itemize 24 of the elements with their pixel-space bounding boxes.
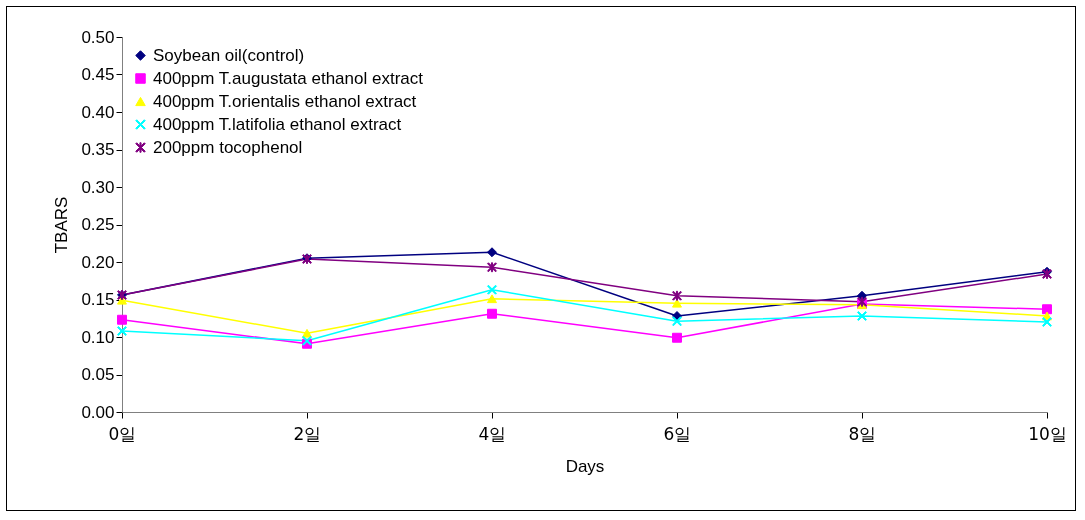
y-tick-label: 0.40	[81, 102, 115, 122]
legend-label: 200ppm tocophenol	[153, 137, 303, 157]
legend-label: 400ppm T.orientalis ethanol extract	[153, 91, 417, 111]
y-tick-label: 0.50	[81, 27, 115, 47]
y-tick-label: 0.00	[81, 402, 115, 422]
y-axis-title: TBARS	[52, 196, 72, 254]
y-tick-label: 0.05	[81, 365, 115, 384]
x-tick-label: 0일	[108, 423, 137, 444]
y-tick-label: 0.20	[81, 252, 115, 272]
x-tick-label: 10일	[1028, 423, 1067, 444]
x-tick-label: 6일	[663, 423, 692, 444]
legend-label: 400ppm T.augustata ethanol extract	[153, 68, 424, 88]
y-tick-label: 0.45	[81, 65, 115, 84]
legend-label: Soybean oil(control)	[153, 45, 305, 65]
x-tick-label: 2일	[293, 423, 322, 444]
y-tick-label: 0.35	[81, 140, 115, 159]
x-tick-label: 8일	[848, 423, 877, 444]
x-tick-label: 4일	[478, 423, 507, 444]
y-tick-label: 0.15	[81, 290, 115, 309]
y-tick-label: 0.30	[81, 177, 115, 197]
x-axis-title: Days	[565, 456, 605, 476]
y-tick-label: 0.25	[81, 215, 115, 234]
y-tick-label: 0.10	[81, 327, 115, 347]
legend-label: 400ppm T.latifolia ethanol extract	[153, 114, 402, 134]
